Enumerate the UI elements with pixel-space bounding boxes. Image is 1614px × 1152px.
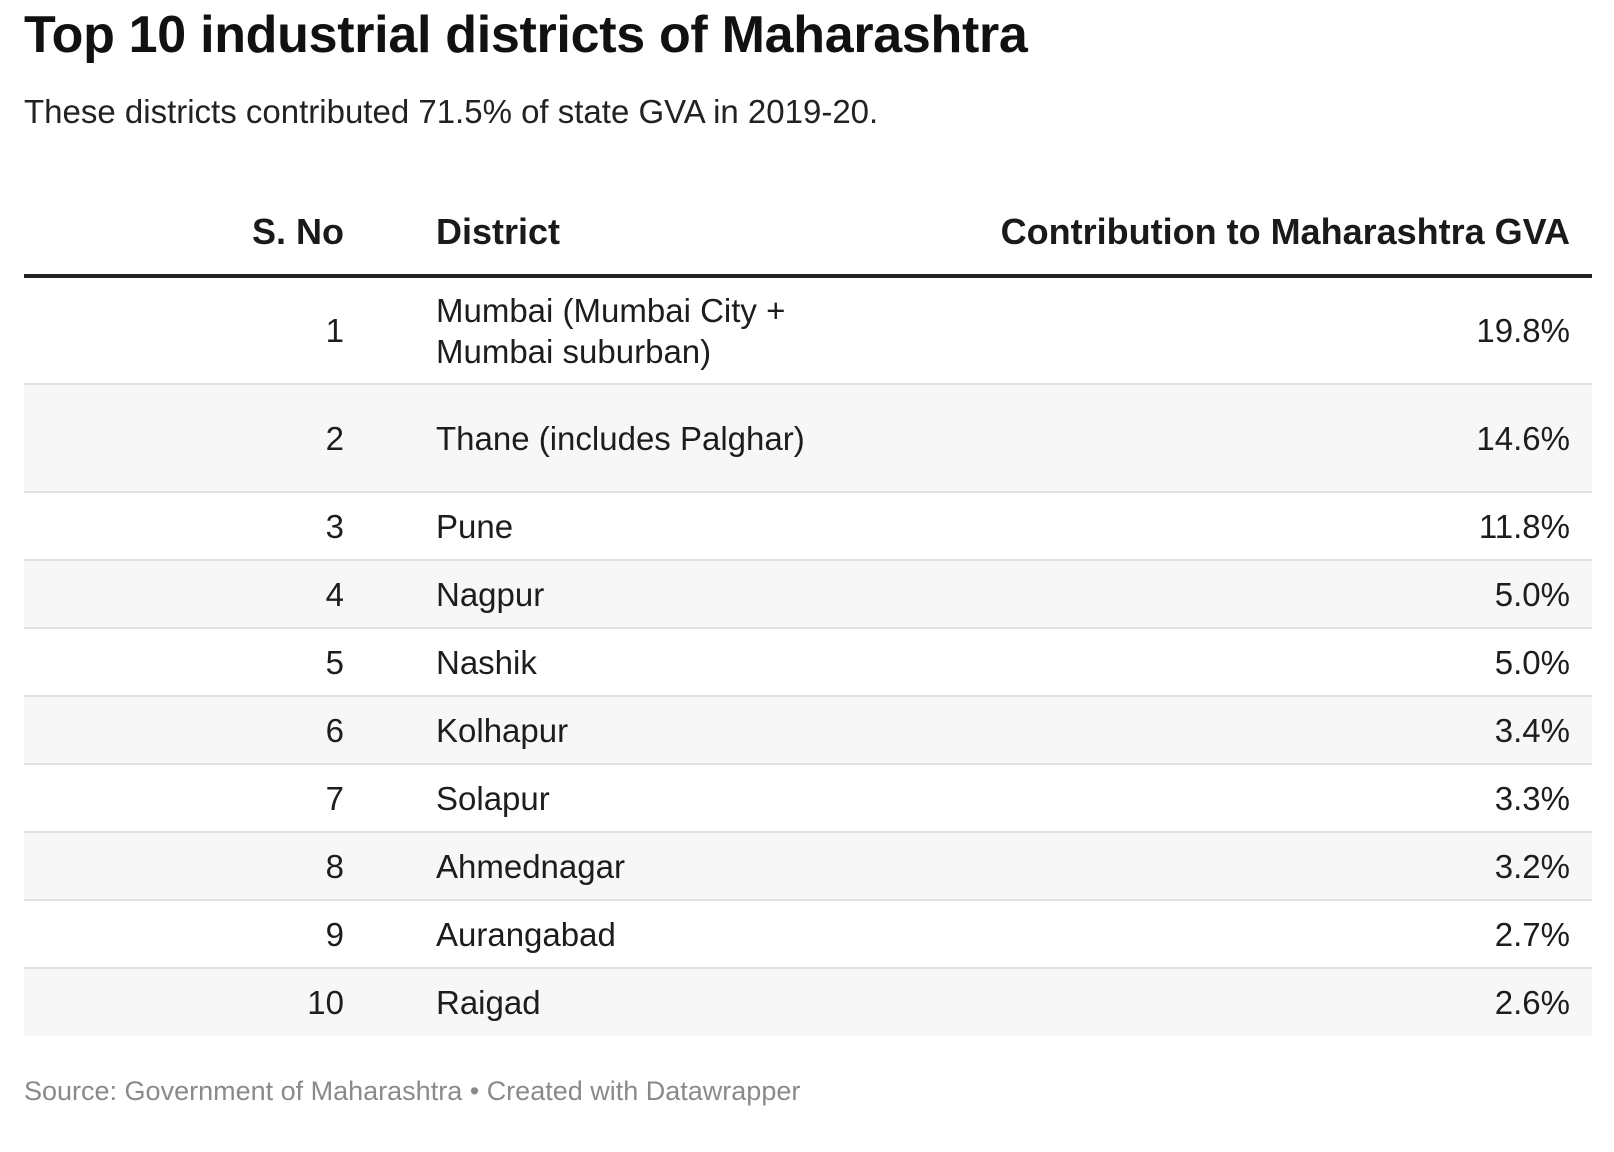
cell-sno: 2	[24, 384, 344, 493]
district-name: Ahmednagar	[436, 847, 625, 885]
district-name: Solapur	[436, 779, 550, 817]
table-row: 2 Thane (includes Palghar) 14.6%	[24, 384, 1592, 493]
table-row: 4 Nagpur 5.0%	[24, 560, 1592, 629]
column-header-sno: S. No	[24, 190, 344, 278]
cell-sno: 9	[24, 900, 344, 969]
district-name: Thane (includes Palghar)	[436, 419, 805, 457]
data-table: S. No District Contribution to Maharasht…	[24, 190, 1592, 1036]
source-note: Source: Government of Maharashtra	[24, 1076, 463, 1106]
cell-contribution: 5.0%	[964, 628, 1592, 697]
cell-district: Raigad	[344, 968, 964, 1036]
table-row: 10 Raigad 2.6%	[24, 968, 1592, 1036]
cell-contribution: 3.4%	[964, 696, 1592, 765]
cell-district: Mumbai (Mumbai City + Mumbai suburban)	[344, 276, 964, 385]
footer-separator: •	[462, 1076, 487, 1106]
table-header-row: S. No District Contribution to Maharasht…	[24, 190, 1592, 278]
column-header-district: District	[344, 190, 964, 278]
chart-subtitle: These districts contributed 71.5% of sta…	[24, 93, 879, 130]
cell-sno: 1	[24, 276, 344, 385]
district-name: Mumbai (Mumbai City + Mumbai suburban)	[436, 291, 786, 370]
cell-contribution: 2.6%	[964, 968, 1592, 1036]
column-header-contribution: Contribution to Maharashtra GVA	[964, 190, 1592, 278]
table-row: 5 Nashik 5.0%	[24, 628, 1592, 697]
cell-district: Ahmednagar	[344, 832, 964, 901]
cell-contribution: 3.3%	[964, 764, 1592, 833]
cell-sno: 8	[24, 832, 344, 901]
cell-district: Solapur	[344, 764, 964, 833]
cell-district: Nagpur	[344, 560, 964, 629]
table-row: 9 Aurangabad 2.7%	[24, 900, 1592, 969]
cell-district: Pune	[344, 492, 964, 561]
district-name: Aurangabad	[436, 915, 616, 953]
table-body: 1 Mumbai (Mumbai City + Mumbai suburban) 1…	[24, 276, 1592, 1036]
district-name: Pune	[436, 507, 514, 545]
chart-container: Top 10 industrial districts of Maharasht…	[24, 0, 1592, 1036]
district-name: Nagpur	[436, 575, 545, 613]
chart-footer: Source: Government of Maharashtra • Crea…	[24, 1074, 800, 1108]
cell-sno: 5	[24, 628, 344, 697]
cell-district: Aurangabad	[344, 900, 964, 969]
cell-sno: 4	[24, 560, 344, 629]
credit-note: Created with Datawrapper	[486, 1076, 801, 1106]
cell-district: Thane (includes Palghar)	[344, 384, 964, 493]
cell-sno: 7	[24, 764, 344, 833]
cell-contribution: 14.6%	[964, 384, 1592, 493]
table-row: 3 Pune 11.8%	[24, 492, 1592, 561]
cell-sno: 3	[24, 492, 344, 561]
cell-contribution: 11.8%	[964, 492, 1592, 561]
cell-contribution: 5.0%	[964, 560, 1592, 629]
table-row: 6 Kolhapur 3.4%	[24, 696, 1592, 765]
cell-sno: 10	[24, 968, 344, 1036]
table-row: 1 Mumbai (Mumbai City + Mumbai suburban) 1…	[24, 276, 1592, 385]
table-row: 7 Solapur 3.3%	[24, 764, 1592, 833]
district-name: Raigad	[436, 984, 541, 1021]
district-name: Nashik	[436, 643, 537, 681]
cell-district: Nashik	[344, 628, 964, 697]
cell-contribution: 2.7%	[964, 900, 1592, 969]
chart-title: Top 10 industrial districts of Maharasht…	[24, 6, 1028, 64]
cell-contribution: 3.2%	[964, 832, 1592, 901]
cell-sno: 6	[24, 696, 344, 765]
cell-district: Kolhapur	[344, 696, 964, 765]
table-row: 8 Ahmednagar 3.2%	[24, 832, 1592, 901]
district-name: Kolhapur	[436, 711, 569, 749]
cell-contribution: 19.8%	[964, 276, 1592, 385]
